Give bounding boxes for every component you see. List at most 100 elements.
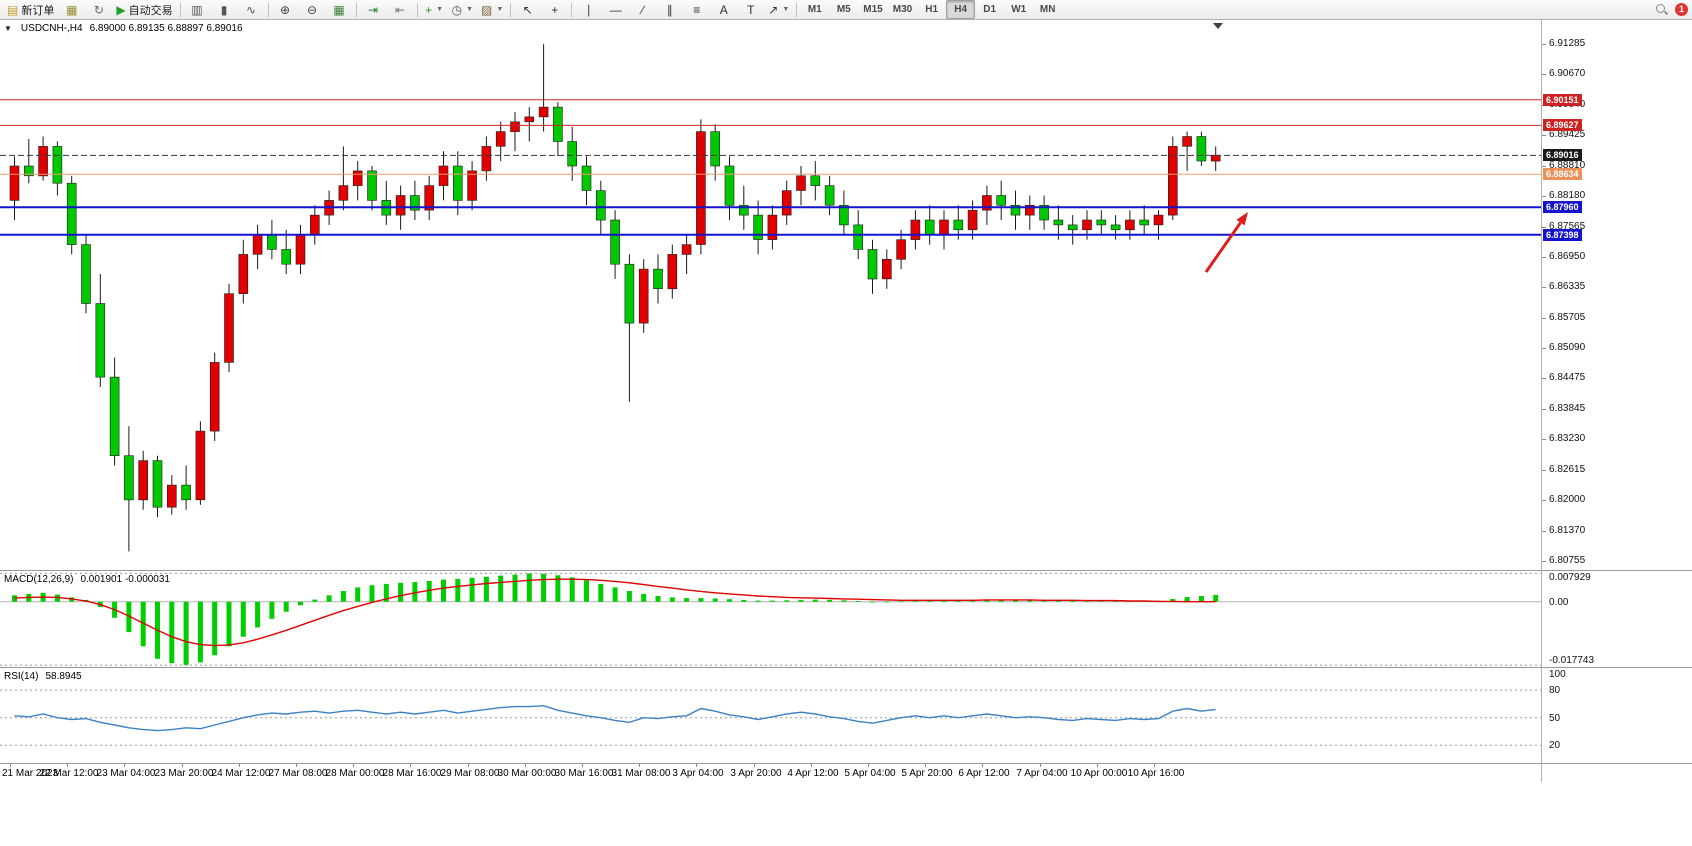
time-axis-label: 21 Mar 2023 [2, 768, 59, 779]
indicators-icon: + [425, 2, 433, 17]
cursor-button[interactable]: ↖ [514, 0, 541, 19]
trendline-button[interactable]: ∕ [629, 0, 656, 19]
axis-tick [1542, 135, 1546, 136]
horizontal-line-button[interactable]: ― [602, 0, 629, 19]
price-tag-6.90151[interactable]: 6.90151 [1543, 94, 1582, 106]
new-order-button[interactable]: ▤ 新订单 [3, 0, 58, 19]
horizontal-line-icon: ― [609, 2, 622, 17]
macd-axis[interactable]: 0.007929 0.00 -0.017743 [1541, 571, 1692, 667]
tf-m15-button[interactable]: M15 [863, 4, 883, 15]
tf-mn-button[interactable]: MN [1039, 4, 1056, 15]
indicators-button[interactable]: + ▼ [421, 0, 448, 19]
rsi-axis[interactable]: 100 80 50 20 [1541, 668, 1692, 763]
toolbar-separator [179, 2, 181, 17]
price-tag-6.89016[interactable]: 6.89016 [1543, 149, 1582, 161]
panel-splitter-macd[interactable] [0, 570, 1692, 571]
panel-splitter-rsi[interactable] [0, 667, 1692, 668]
time-axis-label: 27 Mar 08:00 [268, 768, 328, 779]
time-tick [10, 764, 11, 767]
profiles-button[interactable]: ↻ [85, 0, 112, 19]
time-axis-label: 28 Mar 16:00 [382, 768, 442, 779]
time-tick [1040, 764, 1041, 767]
new-chart-icon: ▦ [66, 2, 78, 17]
tf-w1-button[interactable]: W1 [1011, 4, 1027, 15]
macd-signal-line [14, 578, 1216, 647]
rsi-value: 58.8945 [45, 671, 82, 682]
tf-h1-button[interactable]: H1 [925, 4, 939, 15]
text-button[interactable]: A [710, 0, 737, 19]
time-axis-label: 7 Apr 04:00 [1016, 768, 1068, 779]
price-chart-canvas[interactable] [0, 20, 1541, 570]
zoom-out-button[interactable]: ⊖ [299, 0, 326, 19]
tf-m1-button[interactable]: M1 [807, 4, 822, 15]
price-axis-label: 6.88180 [1549, 190, 1586, 201]
new-chart-button[interactable]: ▦ [58, 0, 85, 19]
price-axis-label: 6.80755 [1549, 555, 1586, 566]
toolbar-separator [416, 2, 418, 17]
fibonacci-button[interactable]: ≡ [683, 0, 710, 19]
time-tick [124, 764, 125, 767]
macd-histogram [12, 573, 1219, 665]
price-tag-6.89627[interactable]: 6.89627 [1543, 119, 1582, 131]
auto-scroll-button[interactable]: ⇥ [360, 0, 387, 19]
price-axis-label: 6.90670 [1549, 68, 1586, 79]
search-icon[interactable] [1655, 3, 1668, 16]
time-axis[interactable]: 21 Mar 2023 22 Mar 12:00 23 Mar 04:00 23 Ma… [0, 764, 1692, 782]
time-tick [182, 764, 183, 767]
price-tag-6.87960[interactable]: 6.87960 [1543, 201, 1582, 213]
toolbar-separator [510, 2, 512, 17]
new-order-label: 新订单 [21, 4, 55, 17]
fibonacci-icon: ≡ [693, 2, 701, 17]
text-icon: A [719, 2, 728, 17]
time-tick [639, 764, 640, 767]
chart-shift-button[interactable]: ⇤ [387, 0, 414, 19]
macd-label: MACD(12,26,9) [4, 574, 74, 585]
macd-axis-label: 0.007929 [1549, 572, 1591, 583]
price-axis[interactable]: 6.912856.906706.900406.894256.888106.881… [1541, 20, 1692, 570]
time-axis-label: 30 Mar 00:00 [497, 768, 557, 779]
time-axis-label: 6 Apr 12:00 [958, 768, 1010, 779]
notification-badge[interactable]: 1 [1675, 3, 1688, 16]
templates-button[interactable]: ▨ ▼ [477, 0, 507, 19]
tf-d1-button[interactable]: D1 [983, 4, 997, 15]
price-tag-6.88634[interactable]: 6.88634 [1543, 168, 1582, 180]
axis-tick [1542, 470, 1546, 471]
macd-axis-label: 0.00 [1549, 597, 1569, 608]
toolbar-separator [571, 2, 573, 17]
tf-h4-button[interactable]: H4 [946, 0, 976, 19]
vertical-line-button[interactable]: ∣ [575, 0, 602, 19]
line-chart-type-button[interactable]: ∿ [238, 0, 265, 19]
bar-chart-type-icon: ▥ [191, 2, 203, 17]
one-click-trading-toggle[interactable]: ▼ [4, 24, 12, 33]
time-axis-label: 22 Mar 12:00 [39, 768, 99, 779]
auto-trading-button[interactable]: ▶ 自动交易 [112, 0, 176, 19]
arrows-tool-button[interactable]: ↗ ▼ [764, 0, 793, 19]
axis-tick [1542, 318, 1546, 319]
auto-scroll-icon: ⇥ [368, 2, 379, 17]
axis-tick [1542, 44, 1546, 45]
label-button[interactable]: T [737, 0, 764, 19]
chart-symbol-label: USDCNH-,H4 [20, 23, 83, 34]
macd-canvas[interactable] [0, 571, 1541, 667]
periods-button[interactable]: ◷ ▼ [448, 0, 477, 19]
bar-chart-type-button[interactable]: ▥ [184, 0, 211, 19]
tf-m5-button[interactable]: M5 [836, 4, 851, 15]
axis-tick [1542, 439, 1546, 440]
tile-windows-button[interactable]: ▦ [326, 0, 353, 19]
time-tick [925, 764, 926, 767]
macd-panel: MACD(12,26,9) 0.001901 -0.000031 0.00792… [0, 571, 1692, 667]
channel-button[interactable]: ∥ [656, 0, 683, 19]
axis-tick [1542, 409, 1546, 410]
arrow-annotation[interactable] [1204, 221, 1242, 273]
price-tag-6.87398[interactable]: 6.87398 [1543, 229, 1582, 241]
dropdown-arrow-icon: ▼ [466, 6, 473, 13]
templates-icon: ▨ [481, 2, 493, 17]
candlestick-type-button[interactable]: ▮ [211, 0, 238, 19]
zoom-in-button[interactable]: ⊕ [272, 0, 299, 19]
axis-tick [1542, 561, 1546, 562]
candlestick-type-icon: ▮ [220, 2, 228, 17]
crosshair-button[interactable]: + [541, 0, 568, 19]
rsi-canvas[interactable] [0, 668, 1541, 763]
tf-m30-button[interactable]: M30 [892, 4, 913, 15]
chart-shift-marker[interactable] [1213, 23, 1223, 29]
